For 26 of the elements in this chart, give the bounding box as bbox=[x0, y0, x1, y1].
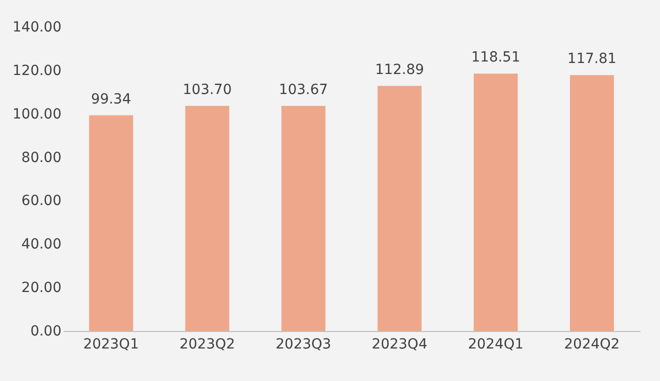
data-label: 99.34 bbox=[91, 91, 132, 108]
y-tick-label: 100.00 bbox=[12, 106, 62, 122]
y-tick-label: 120.00 bbox=[12, 62, 62, 79]
bar bbox=[185, 106, 230, 331]
data-label: 117.81 bbox=[567, 51, 616, 68]
data-label: 103.70 bbox=[182, 82, 232, 98]
x-tick-label: 2023Q1 bbox=[83, 336, 139, 352]
y-tick-label: 20.00 bbox=[21, 280, 62, 296]
y-tick-label: 0.00 bbox=[30, 324, 62, 340]
data-label: 118.51 bbox=[471, 50, 520, 66]
data-label: 112.89 bbox=[375, 62, 424, 78]
y-tick-label: 60.00 bbox=[21, 193, 62, 210]
x-tick-label: 2023Q4 bbox=[372, 336, 428, 352]
bar bbox=[570, 75, 614, 331]
bar bbox=[378, 86, 422, 331]
x-tick-label: 2024Q2 bbox=[564, 336, 620, 352]
bar bbox=[474, 74, 518, 331]
x-tick-label: 2023Q2 bbox=[179, 336, 236, 352]
data-label: 103.67 bbox=[278, 82, 328, 98]
bar bbox=[89, 115, 134, 331]
bar bbox=[281, 106, 326, 331]
x-tick-label: 2023Q3 bbox=[276, 336, 332, 352]
y-tick-label: 80.00 bbox=[21, 150, 62, 166]
y-tick-label: 140.00 bbox=[12, 20, 62, 36]
y-tick-label: 40.00 bbox=[21, 236, 62, 253]
x-tick-label: 2024Q1 bbox=[468, 336, 524, 352]
